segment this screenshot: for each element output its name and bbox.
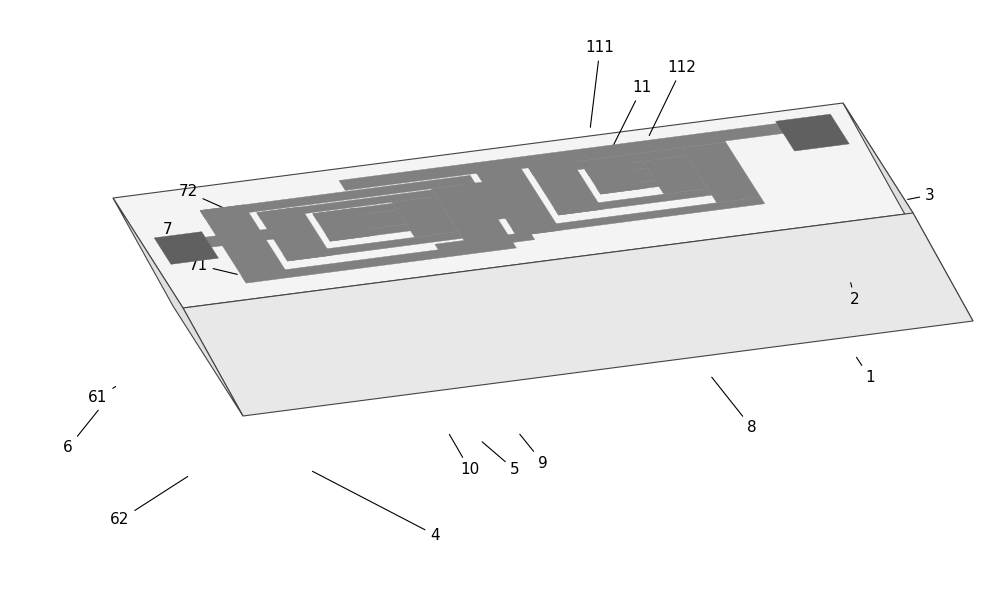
Polygon shape <box>598 174 632 185</box>
Polygon shape <box>339 123 787 190</box>
Polygon shape <box>313 203 397 220</box>
Polygon shape <box>843 103 973 321</box>
Text: 72: 72 <box>178 184 252 221</box>
Text: 6: 6 <box>63 410 98 455</box>
Text: 10: 10 <box>449 434 480 477</box>
Polygon shape <box>554 188 712 215</box>
Text: 3: 3 <box>908 187 935 202</box>
Text: 4: 4 <box>312 471 440 542</box>
Polygon shape <box>205 224 310 247</box>
Text: 2: 2 <box>850 283 860 308</box>
Polygon shape <box>776 114 849 151</box>
Polygon shape <box>464 179 527 221</box>
Polygon shape <box>200 205 289 282</box>
Text: 7: 7 <box>163 223 208 254</box>
Polygon shape <box>392 196 458 237</box>
Polygon shape <box>643 156 708 194</box>
Text: 5: 5 <box>482 442 520 477</box>
Text: 1: 1 <box>857 358 875 385</box>
Polygon shape <box>154 232 218 264</box>
Polygon shape <box>113 198 243 416</box>
Polygon shape <box>603 168 655 185</box>
Polygon shape <box>472 161 560 236</box>
Polygon shape <box>435 232 535 252</box>
Polygon shape <box>257 190 436 219</box>
Text: 61: 61 <box>88 387 116 406</box>
Polygon shape <box>313 208 374 241</box>
Polygon shape <box>241 240 516 283</box>
Text: 11: 11 <box>613 80 652 145</box>
Polygon shape <box>529 162 602 215</box>
Polygon shape <box>431 183 511 246</box>
Polygon shape <box>353 210 406 230</box>
Polygon shape <box>682 142 761 203</box>
Polygon shape <box>183 213 973 416</box>
Polygon shape <box>326 224 411 241</box>
Polygon shape <box>596 180 659 194</box>
Text: 8: 8 <box>712 377 757 435</box>
Polygon shape <box>113 103 913 308</box>
Polygon shape <box>529 148 687 176</box>
Polygon shape <box>200 175 475 218</box>
Polygon shape <box>585 161 647 175</box>
Text: 71: 71 <box>188 258 237 274</box>
Text: 9: 9 <box>520 434 548 471</box>
Polygon shape <box>472 134 726 174</box>
Text: 112: 112 <box>649 61 696 136</box>
Polygon shape <box>512 197 765 236</box>
Polygon shape <box>257 207 331 261</box>
Text: 111: 111 <box>586 41 614 127</box>
Polygon shape <box>283 232 463 261</box>
Polygon shape <box>323 218 365 232</box>
Text: 62: 62 <box>110 477 188 528</box>
Polygon shape <box>585 163 644 194</box>
